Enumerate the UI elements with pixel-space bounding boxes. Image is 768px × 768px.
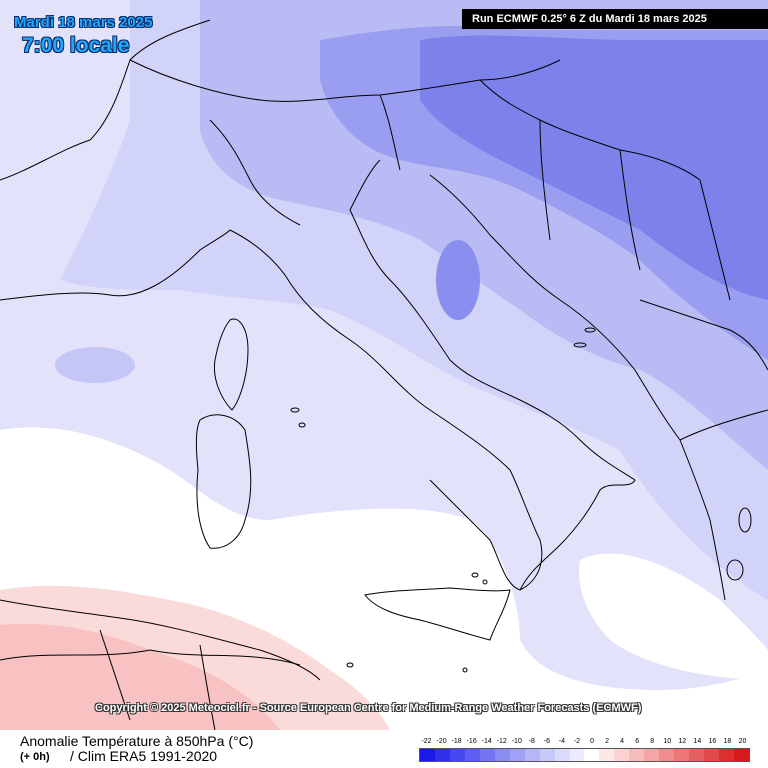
scale-label: 8 <box>650 738 655 745</box>
scale-label: 18 <box>723 738 732 745</box>
scale-swatch <box>689 749 705 761</box>
scale-swatch <box>719 749 735 761</box>
deep-cold-anomaly-adriatic <box>436 240 480 320</box>
scale-label: 20 <box>738 738 747 745</box>
scale-swatch <box>734 749 749 761</box>
scale-swatch <box>659 749 675 761</box>
islands <box>290 327 752 673</box>
scale-label: -12 <box>496 738 507 745</box>
scale-swatch <box>509 749 525 761</box>
scale-label: -14 <box>481 738 492 745</box>
scale-label: -2 <box>573 738 581 745</box>
scale-swatch <box>420 749 435 761</box>
scale-label: 0 <box>590 738 594 745</box>
scale-swatch <box>629 749 645 761</box>
scale-swatch <box>674 749 690 761</box>
color-scale-bar <box>419 748 750 762</box>
scale-swatch <box>539 749 555 761</box>
scale-swatch <box>479 749 495 761</box>
scale-label: 16 <box>708 738 717 745</box>
scale-label: 4 <box>620 738 625 745</box>
scale-swatch <box>464 749 480 761</box>
scale-label: -20 <box>436 738 447 745</box>
color-scale-labels: -22 -20 -18 -16 -14 -12 -10 -8 -6 -4 -2 0 2 4 6 8 10 12 14… <box>419 738 750 748</box>
anomaly-map-canvas <box>0 0 768 730</box>
climatology-label: / Clim ERA5 1991-2020 <box>70 748 218 764</box>
scale-label: -8 <box>528 738 535 745</box>
scale-label: 6 <box>635 738 640 745</box>
scale-swatch <box>554 749 570 761</box>
neutral-anomaly-zone-east <box>579 553 768 680</box>
forecast-time: 7:00 locale <box>22 34 130 57</box>
scale-swatch <box>494 749 510 761</box>
legend-title: Anomalie Température à 850hPa (°C) <box>20 733 254 749</box>
model-run-info: Run ECMWF 0.25° 6 Z du Mardi 18 mars 202… <box>462 9 768 29</box>
scale-label: -18 <box>451 738 462 745</box>
scale-swatch <box>644 749 660 761</box>
medium-cold-anomaly-sardinia <box>55 347 135 383</box>
scale-swatch <box>599 749 615 761</box>
scale-label: -22 <box>421 738 432 745</box>
forecast-date: Mardi 18 mars 2025 <box>14 14 153 31</box>
scale-label: -4 <box>558 738 566 745</box>
scale-swatch <box>614 749 630 761</box>
scale-label: 10 <box>663 738 672 745</box>
copyright-notice: Copyright © 2025 Meteociel.fr - Source E… <box>95 702 642 714</box>
scale-label: -10 <box>511 738 522 745</box>
scale-label: 12 <box>678 738 687 745</box>
scale-swatch <box>569 749 585 761</box>
scale-swatch <box>584 749 600 761</box>
scale-swatch <box>704 749 720 761</box>
forecast-offset: (+ 0h) <box>20 751 50 763</box>
scale-swatch <box>449 749 465 761</box>
scale-label: 14 <box>693 738 702 745</box>
legend-footer: Anomalie Température à 850hPa (°C) (+ 0h… <box>0 730 768 768</box>
coastlines <box>0 19 768 730</box>
scale-label: 2 <box>605 738 610 745</box>
scale-label: -16 <box>466 738 477 745</box>
scale-swatch <box>524 749 540 761</box>
scale-swatch <box>434 749 450 761</box>
scale-label: -6 <box>543 738 550 745</box>
